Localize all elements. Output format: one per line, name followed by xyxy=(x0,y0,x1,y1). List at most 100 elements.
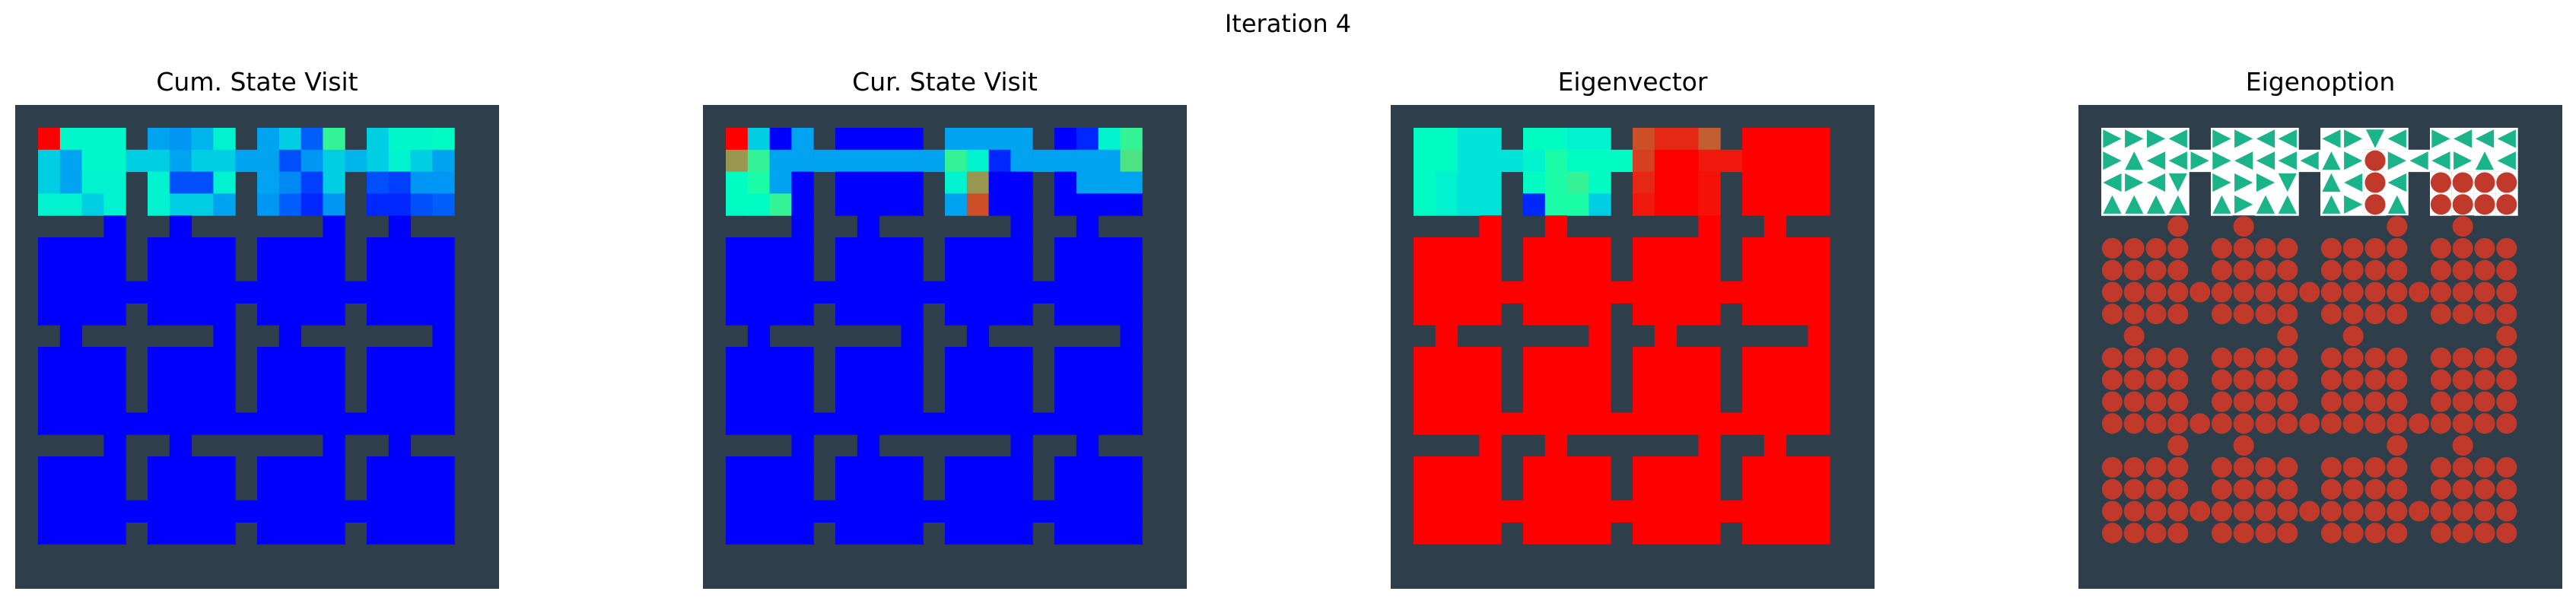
heatmap-cell-18-0 xyxy=(38,522,61,545)
policy-arrow-0-15 xyxy=(2431,129,2450,148)
heatmap-cell-10-18 xyxy=(432,347,455,370)
heatmap-cell-17-6 xyxy=(1544,500,1568,523)
heatmap-cell-18-15 xyxy=(367,522,390,545)
heatmap-cell-2-16 xyxy=(1076,171,1099,194)
terminate-marker-5-8 xyxy=(2277,237,2298,259)
heatmap-cell-3-18 xyxy=(1808,193,1830,216)
heatmap-cell-3-13 xyxy=(1010,193,1033,216)
heatmap-cell-7-10 xyxy=(1633,281,1655,304)
heatmap-cell-0-3 xyxy=(791,128,814,151)
heatmap-cell-15-1 xyxy=(747,456,771,479)
heatmap-cell-16-8 xyxy=(213,478,236,501)
heatmap-cell-17-15 xyxy=(367,500,390,523)
heatmap-cell-16-13 xyxy=(1010,478,1033,501)
heatmap-cell-11-17 xyxy=(1098,368,1121,392)
terminate-marker-4-6 xyxy=(2233,216,2254,237)
heatmap-cell-1-15 xyxy=(1742,149,1765,173)
heatmap-cell-17-13 xyxy=(323,500,345,523)
heatmap-cell-13-17 xyxy=(410,412,433,435)
heatmap-cell-2-7 xyxy=(191,171,214,194)
heatmap-cell-7-6 xyxy=(169,281,192,304)
heatmap-cell-12-2 xyxy=(769,390,792,413)
heatmap-cell-0-13 xyxy=(1698,128,1721,151)
terminate-marker-10-0 xyxy=(2101,347,2123,368)
terminate-marker-12-6 xyxy=(2233,391,2254,412)
heatmap-cell-12-16 xyxy=(388,390,412,413)
heatmap-cell-13-14 xyxy=(1032,412,1055,435)
heatmap-cell-10-10 xyxy=(1633,347,1655,370)
policy-arrow-0-0 xyxy=(2103,129,2122,148)
heatmap-cell-0-5 xyxy=(1523,128,1546,151)
heatmap-cell-14-3 xyxy=(103,434,126,457)
terminate-marker-13-2 xyxy=(2145,413,2167,434)
terminate-marker-7-2 xyxy=(2145,281,2167,303)
terminate-marker-11-5 xyxy=(2211,369,2232,390)
heatmap-cell-3-13 xyxy=(323,193,345,216)
heatmap-cell-1-14 xyxy=(1720,149,1743,173)
heatmap-cell-17-14 xyxy=(345,500,367,523)
heatmap-cell-6-6 xyxy=(169,259,192,282)
terminate-marker-8-0 xyxy=(2101,304,2123,325)
heatmap-cell-2-3 xyxy=(1479,171,1502,194)
heatmap-cell-18-0 xyxy=(1414,522,1436,545)
heatmap-cell-13-7 xyxy=(879,412,902,435)
terminate-marker-5-11 xyxy=(2342,237,2364,259)
policy-arrow-0-6 xyxy=(2234,129,2253,148)
heatmap-cell-12-0 xyxy=(38,390,61,413)
heatmap-cell-10-11 xyxy=(966,347,990,370)
heatmap-cell-5-8 xyxy=(1589,237,1611,260)
terminate-marker-13-15 xyxy=(2430,413,2451,434)
heatmap-cell-3-5 xyxy=(835,193,858,216)
heatmap-cell-10-8 xyxy=(1589,347,1611,370)
policy-arrow-0-10 xyxy=(2322,129,2341,148)
heatmap-cell-17-10 xyxy=(1633,500,1655,523)
heatmap-cell-16-2 xyxy=(81,478,104,501)
heatmap-cell-13-6 xyxy=(857,412,880,435)
terminate-marker-8-5 xyxy=(2211,304,2232,325)
terminate-marker-7-16 xyxy=(2452,281,2473,303)
terminate-marker-17-9 xyxy=(2299,501,2320,522)
heatmap-cell-6-7 xyxy=(879,259,902,282)
heatmap-cell-7-16 xyxy=(1076,281,1099,304)
heatmap-cell-13-4 xyxy=(126,412,148,435)
heatmap-cell-13-2 xyxy=(769,412,792,435)
heatmap-cell-10-1 xyxy=(59,347,83,370)
heatmap-cell-11-12 xyxy=(988,368,1011,392)
heatmap-cell-3-2 xyxy=(1457,193,1480,216)
terminate-marker-5-13 xyxy=(2387,237,2408,259)
heatmap-cell-11-1 xyxy=(1435,368,1458,392)
terminate-marker-18-3 xyxy=(2167,523,2189,544)
terminate-marker-16-11 xyxy=(2342,478,2364,500)
heatmap-cell-7-4 xyxy=(126,281,148,304)
heatmap-cell-2-18 xyxy=(432,171,455,194)
heatmap-cur-state-visit xyxy=(703,105,1187,589)
heatmap-cell-15-18 xyxy=(1808,456,1830,479)
heatmap-cell-3-10 xyxy=(945,193,968,216)
heatmap-cell-8-16 xyxy=(388,303,412,326)
heatmap-cell-1-0 xyxy=(1414,149,1436,173)
heatmap-cell-15-11 xyxy=(1654,456,1678,479)
heatmap-cell-18-18 xyxy=(1120,522,1143,545)
heatmap-cell-12-6 xyxy=(1544,390,1568,413)
heatmap-cell-18-11 xyxy=(278,522,302,545)
terminate-marker-15-13 xyxy=(2387,456,2408,478)
heatmap-cell-15-3 xyxy=(791,456,814,479)
heatmap-cell-15-1 xyxy=(1435,456,1458,479)
heatmap-cell-5-11 xyxy=(1654,237,1678,260)
terminate-marker-6-7 xyxy=(2255,259,2276,281)
terminate-marker-10-15 xyxy=(2430,347,2451,368)
heatmap-cell-12-17 xyxy=(1098,390,1121,413)
heatmap-cell-2-10 xyxy=(945,171,968,194)
heatmap-cell-6-13 xyxy=(1698,259,1721,282)
heatmap-cell-11-6 xyxy=(169,368,192,392)
heatmap-cell-0-10 xyxy=(945,128,968,151)
heatmap-cell-6-3 xyxy=(1479,259,1502,282)
heatmap-cell-16-7 xyxy=(1566,478,1589,501)
heatmap-cell-17-3 xyxy=(1479,500,1502,523)
heatmap-cell-11-7 xyxy=(879,368,902,392)
heatmap-cell-2-2 xyxy=(1457,171,1480,194)
heatmap-cell-13-0 xyxy=(726,412,749,435)
heatmap-cell-13-8 xyxy=(901,412,924,435)
heatmap-cell-2-3 xyxy=(103,171,126,194)
heatmap-cell-8-3 xyxy=(103,303,126,326)
